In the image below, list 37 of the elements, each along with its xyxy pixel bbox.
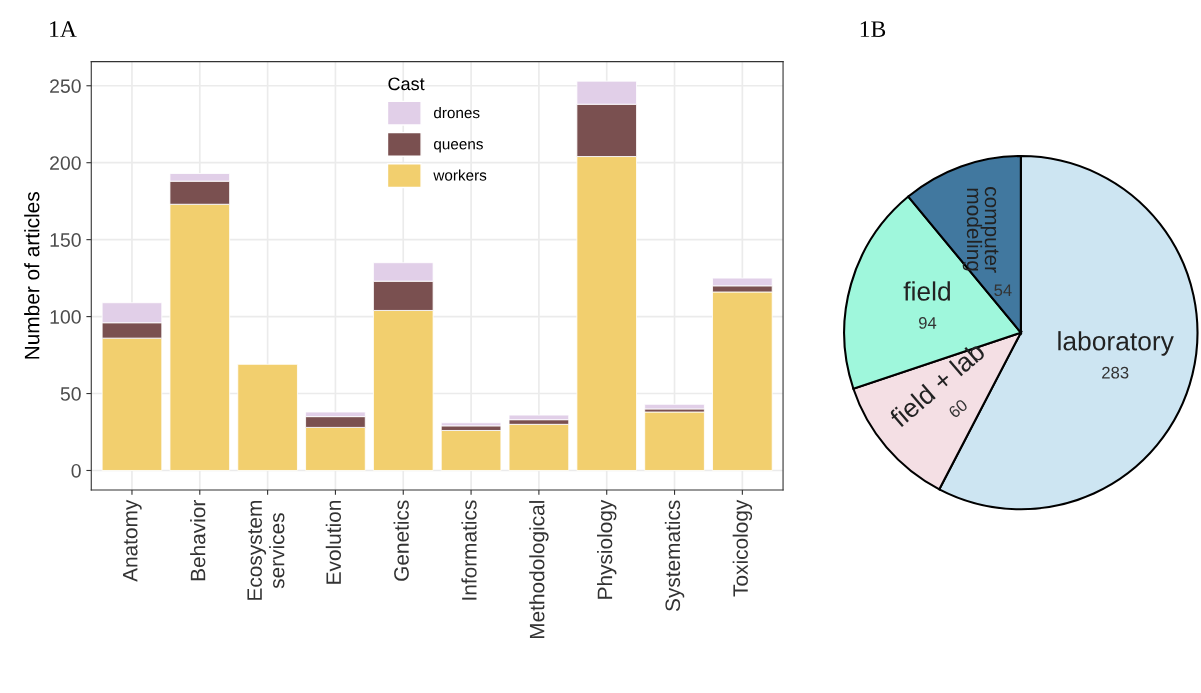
y-tick-label: 150 (50, 233, 81, 247)
slice-label: field (903, 281, 950, 301)
x-tick-label: Toxicology (732, 499, 753, 597)
y-axis-title: Number of articles (24, 192, 40, 359)
legend-label: drones (433, 107, 480, 119)
data-label: 60 (947, 398, 969, 419)
x-tick-label: Behavior (190, 500, 206, 581)
x-tick-label: Methodological (529, 501, 549, 639)
y-tick-label: 50 (60, 387, 81, 401)
legend-label: workers (433, 169, 487, 181)
bar (508, 414, 570, 421)
bar (644, 411, 705, 471)
y-tick-label: 0 (71, 463, 81, 478)
y-tick-label: 100 (50, 310, 81, 324)
x-tick-label: Systematics (664, 500, 685, 612)
data-label: 283 (1102, 366, 1129, 379)
x-tick-label: Physiology (597, 499, 617, 599)
x-tick-label: Ecosystem services (247, 501, 285, 600)
chart-title: 1B (860, 21, 886, 37)
y-tick-label: 200 (50, 156, 81, 170)
chart-title: 1A (50, 21, 77, 37)
bar (508, 423, 570, 471)
x-tick-label: Anatomy (123, 499, 142, 582)
data-label: 54 (994, 284, 1012, 297)
slice-label: computer modeling (962, 187, 999, 273)
legend-label: queens (433, 141, 483, 153)
bar (440, 422, 502, 427)
x-tick-label: Informatics (461, 500, 477, 600)
x-tick-label: Evolution (325, 501, 342, 584)
x-tick-label: Genetics (393, 500, 409, 581)
legend-title: Cast (388, 77, 425, 91)
bar (237, 363, 298, 471)
bar (644, 403, 705, 410)
y-tick-label: 250 (50, 79, 81, 93)
data-label: 94 (918, 316, 937, 329)
slice-label: laboratory (1058, 331, 1174, 356)
bar (440, 430, 502, 471)
